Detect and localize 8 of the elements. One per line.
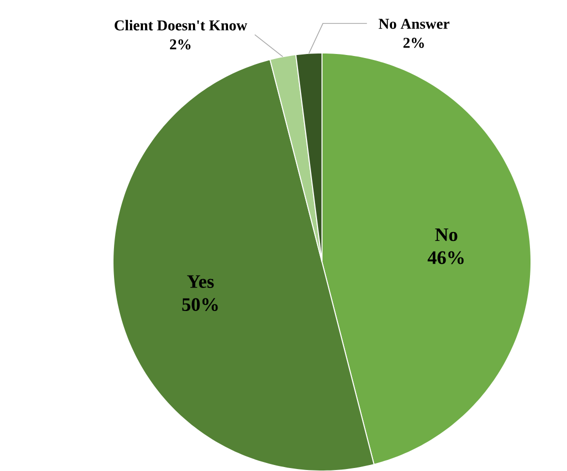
data-label: 2%: [403, 38, 424, 48]
slice-label: No Answer: [378, 18, 450, 29]
slice-label: Client Doesn't Know: [114, 20, 248, 30]
slice-label: No: [435, 228, 458, 241]
data-label: 46%: [428, 251, 464, 264]
data-label: 50%: [182, 298, 218, 311]
data-label: 2%: [170, 39, 190, 50]
slice-label: Yes: [187, 275, 214, 288]
